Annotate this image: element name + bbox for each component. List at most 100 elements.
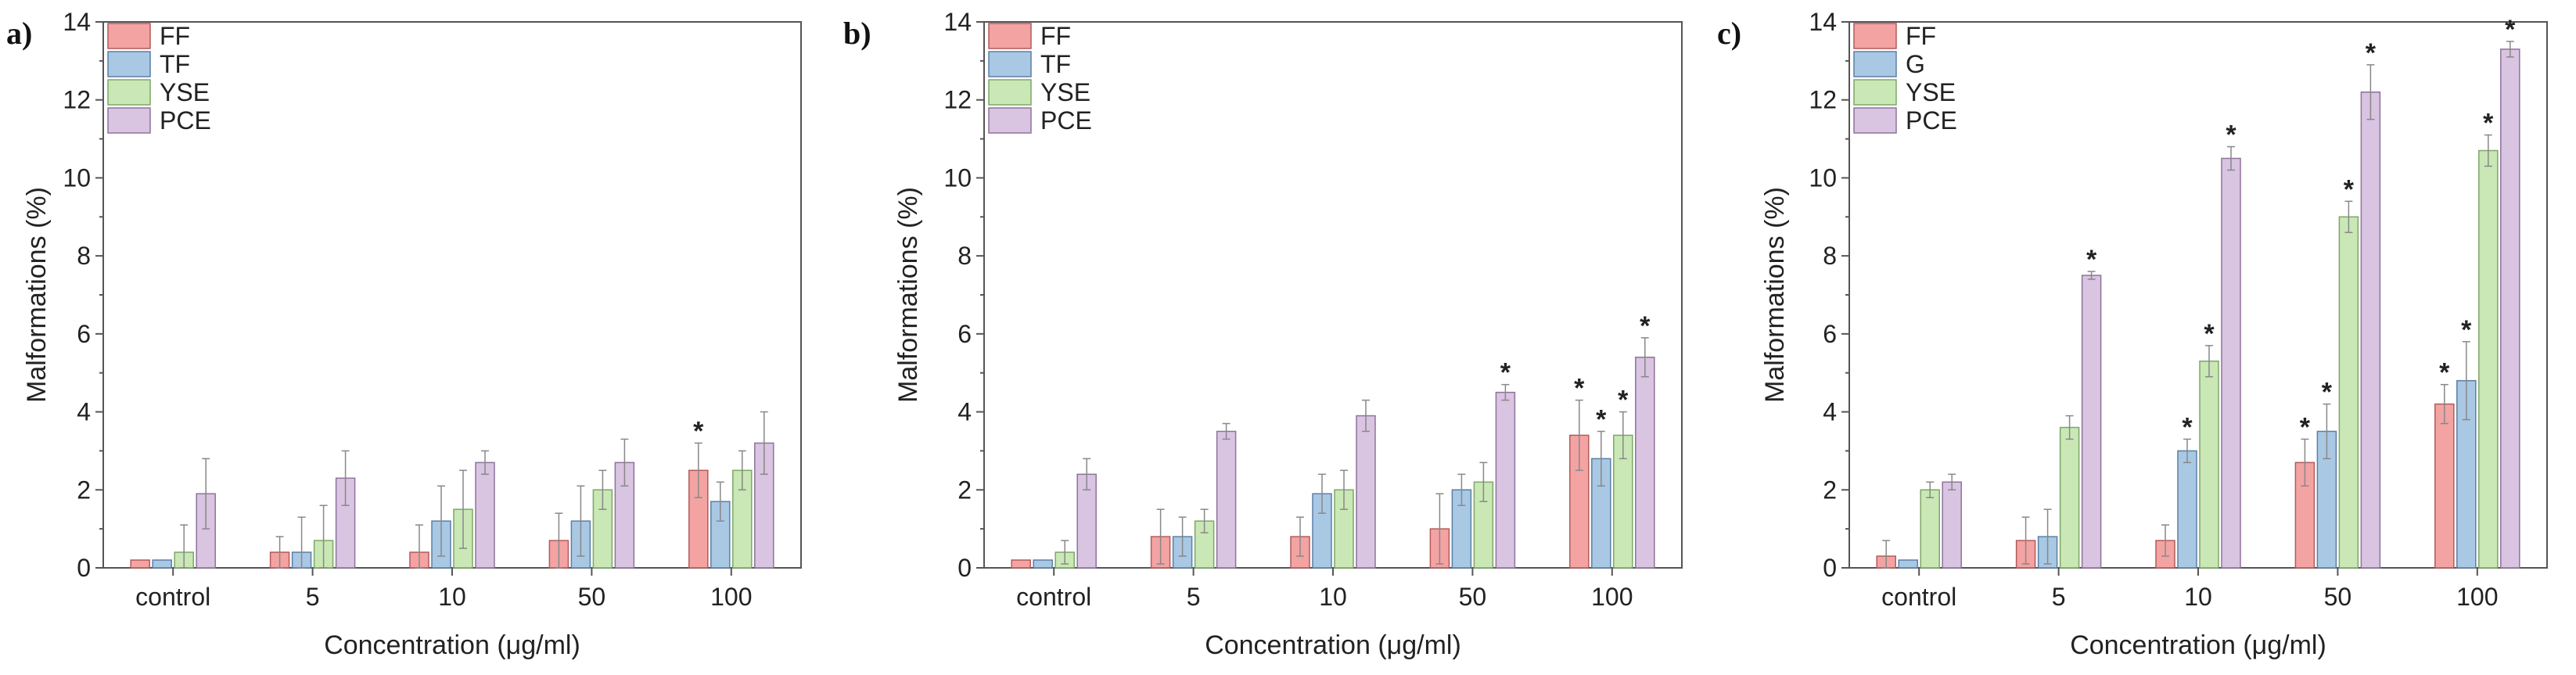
panel-letter: a) [6, 16, 32, 51]
panel-b: b) 0 2 4 6 8 10 12 14 Malformations (%) Concentrat… [843, 8, 1683, 660]
panel-letter: b) [843, 16, 871, 51]
y-tick-label: 6 [77, 320, 91, 348]
significance-star: * [1574, 374, 1585, 404]
y-tick-label: 10 [943, 163, 972, 192]
significance-star: * [2300, 412, 2311, 442]
x-tick-label: 100 [1591, 583, 1633, 611]
legend-label: TF [1040, 50, 1071, 78]
panel-c: c) 0 2 4 6 8 10 12 14 Malformations (%) Concentrat… [1717, 8, 2548, 660]
y-tick-label: 8 [1823, 242, 1837, 270]
legend-label: YSE [160, 78, 210, 106]
y-tick-label: 12 [63, 86, 91, 114]
bar [152, 559, 172, 569]
legend-label: FF [1040, 22, 1071, 50]
significance-star: * [693, 416, 704, 446]
bar [2199, 361, 2219, 569]
x-tick-label: control [135, 583, 210, 611]
legend-swatch [1853, 107, 1897, 134]
bar [1356, 415, 1376, 569]
legend-label: YSE [1906, 78, 1956, 106]
significance-star: * [2322, 378, 2333, 408]
bar [2059, 426, 2080, 569]
x-tick-label: 5 [2052, 583, 2066, 611]
y-tick-label: 2 [1823, 476, 1837, 504]
x-tick-label: 10 [2184, 583, 2212, 611]
x-tick-label: 50 [1459, 583, 1487, 611]
legend-swatch [1853, 23, 1897, 49]
legend-label: PCE [1906, 106, 1957, 135]
y-tick-label: 0 [1823, 554, 1837, 582]
bar [2177, 450, 2197, 569]
x-tick-label: 50 [578, 583, 606, 611]
legend-swatch [1853, 51, 1897, 77]
bar [2434, 403, 2455, 569]
x-axis-title: Concentration (μg/ml) [2070, 630, 2326, 660]
bar [1920, 489, 1940, 569]
y-tick-label: 6 [1823, 320, 1837, 348]
legend-swatch [988, 107, 1032, 134]
legend-swatch [1853, 79, 1897, 106]
bar [475, 461, 495, 569]
significance-star: * [2226, 120, 2236, 150]
y-tick-label: 4 [77, 398, 91, 426]
bar [1216, 430, 1237, 569]
legend-label: PCE [160, 106, 211, 135]
y-tick-label: 2 [957, 476, 972, 504]
significance-star: * [2439, 358, 2450, 388]
x-tick-label: control [1881, 583, 1956, 611]
legend-swatch [988, 23, 1032, 49]
significance-star: * [2182, 412, 2193, 442]
significance-star: * [2366, 38, 2377, 68]
significance-star: * [2483, 109, 2494, 138]
y-tick-label: 0 [77, 554, 91, 582]
significance-star: * [1596, 405, 1607, 435]
significance-star: * [2505, 15, 2516, 45]
legend-swatch [107, 23, 151, 49]
bar [1635, 357, 1655, 569]
x-tick-label: 100 [2456, 583, 2498, 611]
significance-star: * [2204, 319, 2215, 349]
legend-swatch [107, 79, 151, 106]
bar [1898, 559, 1918, 569]
y-tick-label: 10 [63, 163, 91, 192]
significance-star: * [1640, 311, 1651, 341]
legend-swatch [107, 107, 151, 134]
x-tick-label: 10 [438, 583, 466, 611]
legend-label: PCE [1040, 106, 1092, 135]
y-axis-title: Malformations (%) [22, 187, 52, 403]
significance-star: * [2344, 174, 2355, 204]
y-tick-label: 8 [957, 242, 972, 270]
legend-swatch [988, 79, 1032, 106]
x-axis-title: Concentration (μg/ml) [324, 630, 580, 660]
legend-swatch [988, 51, 1032, 77]
y-tick-label: 12 [1809, 86, 1837, 114]
bar [1942, 481, 1962, 569]
y-tick-label: 0 [957, 554, 972, 582]
panel-a: a) 0 2 4 6 8 10 12 14 Malformations (%) Concentrat… [6, 8, 802, 660]
bar [2500, 48, 2520, 569]
bar [1011, 559, 1031, 569]
x-tick-label: control [1016, 583, 1091, 611]
y-axis-title: Malformations (%) [1760, 187, 1790, 403]
y-tick-label: 6 [957, 320, 972, 348]
legend-label: FF [1906, 22, 1936, 50]
legend-label: YSE [1040, 78, 1090, 106]
legend-label: G [1906, 50, 1925, 78]
y-tick-label: 4 [1823, 398, 1837, 426]
y-tick-label: 8 [77, 242, 91, 270]
bar [2221, 157, 2241, 569]
x-tick-label: 5 [306, 583, 320, 611]
significance-star: * [1618, 386, 1629, 415]
significance-star: * [2086, 245, 2097, 275]
bar [1033, 559, 1053, 569]
y-tick-label: 12 [943, 86, 972, 114]
bar [2478, 149, 2499, 569]
bar [592, 489, 613, 569]
legend-label: FF [160, 22, 190, 50]
y-tick-label: 14 [943, 8, 972, 36]
y-tick-label: 2 [77, 476, 91, 504]
panel-letter: c) [1717, 16, 1741, 51]
significance-star: * [2461, 315, 2472, 345]
x-tick-label: 10 [1319, 583, 1347, 611]
